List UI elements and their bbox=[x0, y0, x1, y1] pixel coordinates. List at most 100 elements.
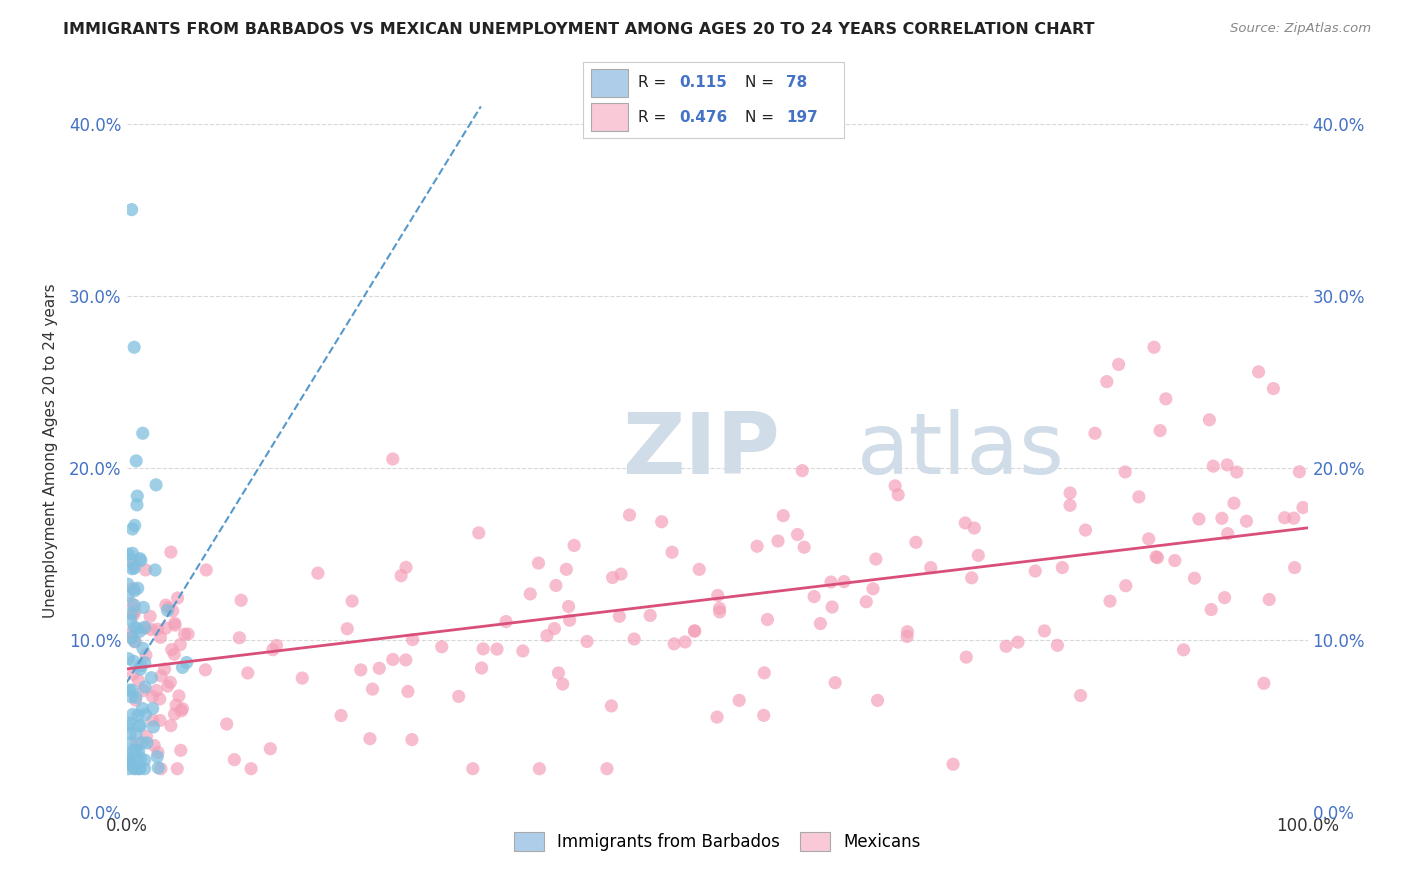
Point bbox=[1059, 498, 1081, 512]
Point bbox=[139, 609, 162, 624]
Point bbox=[120, 614, 142, 628]
Point bbox=[170, 704, 193, 718]
Point bbox=[124, 762, 146, 776]
Point bbox=[706, 710, 728, 724]
Point bbox=[146, 746, 169, 760]
Point bbox=[395, 560, 418, 574]
Point bbox=[1216, 526, 1239, 541]
Point bbox=[855, 595, 877, 609]
Point bbox=[527, 556, 550, 570]
Point bbox=[1098, 594, 1121, 608]
Point bbox=[555, 562, 578, 576]
Point bbox=[125, 736, 148, 750]
Point bbox=[1288, 465, 1310, 479]
Point bbox=[122, 582, 145, 596]
Point bbox=[766, 534, 789, 549]
Point bbox=[623, 632, 645, 646]
Point bbox=[145, 478, 167, 492]
Point bbox=[124, 634, 146, 648]
Point bbox=[117, 589, 139, 603]
Point bbox=[1202, 459, 1225, 474]
Point bbox=[1284, 560, 1306, 574]
Point bbox=[148, 761, 170, 775]
Point bbox=[1173, 642, 1195, 657]
Point bbox=[728, 693, 751, 707]
Point bbox=[866, 693, 889, 707]
Text: Source: ZipAtlas.com: Source: ZipAtlas.com bbox=[1230, 22, 1371, 36]
Point bbox=[361, 682, 384, 697]
Point bbox=[1095, 375, 1118, 389]
Text: 0.115: 0.115 bbox=[679, 76, 728, 90]
Point bbox=[166, 591, 188, 605]
Point bbox=[786, 527, 808, 541]
Point bbox=[170, 743, 193, 757]
Point bbox=[117, 747, 139, 762]
Point bbox=[495, 615, 517, 629]
Point bbox=[461, 762, 484, 776]
Point bbox=[122, 654, 145, 668]
Point bbox=[832, 574, 855, 589]
Point bbox=[401, 732, 423, 747]
Point bbox=[122, 607, 145, 622]
Point bbox=[638, 608, 661, 623]
Point bbox=[120, 736, 142, 750]
Point bbox=[536, 629, 558, 643]
Point bbox=[1115, 579, 1137, 593]
Point bbox=[194, 663, 217, 677]
Point bbox=[547, 665, 569, 680]
Point bbox=[135, 648, 157, 663]
Point bbox=[124, 605, 146, 619]
Point bbox=[156, 679, 179, 693]
Point bbox=[125, 727, 148, 741]
Point bbox=[529, 762, 551, 776]
Point bbox=[121, 202, 143, 217]
Point bbox=[145, 683, 167, 698]
Point bbox=[149, 762, 172, 776]
Point bbox=[127, 762, 149, 776]
Text: N =: N = bbox=[745, 110, 773, 125]
Point bbox=[896, 624, 918, 639]
Point bbox=[125, 454, 148, 468]
Point bbox=[887, 488, 910, 502]
Point bbox=[793, 540, 815, 554]
Point bbox=[195, 563, 218, 577]
Point bbox=[1213, 591, 1236, 605]
Point bbox=[745, 539, 768, 553]
Point bbox=[166, 762, 188, 776]
Point bbox=[146, 749, 169, 764]
Point bbox=[118, 716, 141, 731]
Point bbox=[163, 616, 186, 631]
Point bbox=[688, 562, 710, 576]
Point bbox=[963, 521, 986, 535]
Point bbox=[149, 714, 172, 728]
Point bbox=[803, 590, 825, 604]
Point bbox=[236, 665, 259, 680]
Point bbox=[125, 498, 148, 512]
Point bbox=[673, 635, 696, 649]
Text: ZIP: ZIP bbox=[623, 409, 780, 492]
Point bbox=[117, 577, 139, 591]
Point bbox=[381, 652, 404, 666]
Point bbox=[120, 552, 142, 566]
Point bbox=[291, 671, 314, 685]
Point bbox=[551, 677, 574, 691]
Point bbox=[120, 752, 142, 766]
Point bbox=[122, 598, 145, 612]
Text: 78: 78 bbox=[786, 76, 807, 90]
Text: R =: R = bbox=[638, 76, 666, 90]
Point bbox=[960, 571, 983, 585]
Point bbox=[709, 601, 731, 615]
Point bbox=[1074, 523, 1097, 537]
Point bbox=[155, 621, 177, 635]
Point bbox=[709, 605, 731, 619]
Point bbox=[129, 551, 152, 566]
Point bbox=[368, 661, 391, 675]
Point bbox=[127, 708, 149, 723]
Point bbox=[155, 598, 177, 612]
Point bbox=[121, 597, 143, 611]
Point bbox=[1211, 511, 1233, 525]
Point bbox=[142, 701, 165, 715]
Point bbox=[558, 613, 581, 627]
Point bbox=[127, 673, 149, 688]
Point bbox=[519, 587, 541, 601]
